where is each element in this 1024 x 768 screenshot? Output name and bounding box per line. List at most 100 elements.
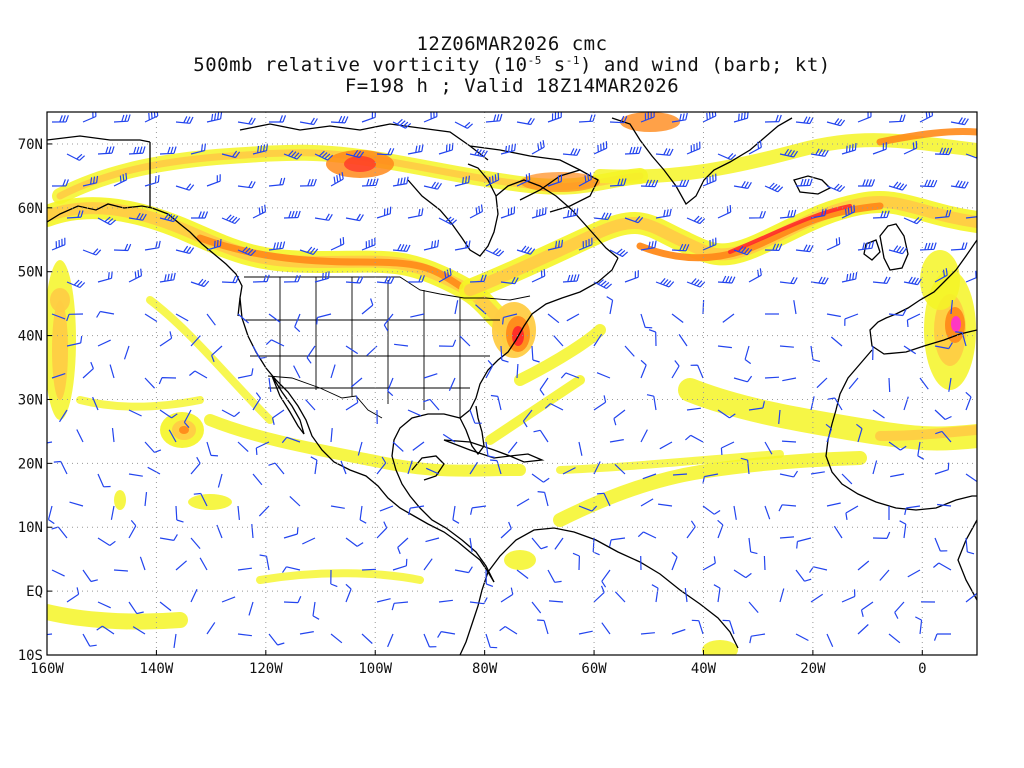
vorticity-band [553, 451, 867, 527]
title-field-mid: s [541, 54, 566, 76]
wind-barb [779, 470, 799, 478]
wind-barb [299, 631, 314, 635]
wind-barb [423, 373, 438, 379]
wind-barb [833, 525, 843, 539]
wind-barb [330, 428, 333, 443]
wind-barb [717, 409, 736, 419]
wind-barb [748, 268, 762, 283]
wind-barb [268, 241, 286, 251]
wind-barb [672, 473, 688, 476]
wind-barb [485, 172, 500, 187]
wind-barb [175, 505, 184, 523]
wind-barb [66, 587, 80, 603]
wind-barb [651, 584, 659, 603]
wind-barb [578, 630, 593, 635]
wind-barb [258, 505, 270, 517]
title-run-line: 12Z06MAR2026 cmc [416, 33, 608, 55]
wind-barb [159, 601, 172, 612]
wind-barb [826, 118, 846, 127]
wind-barb [965, 391, 972, 411]
wind-barb [469, 409, 482, 424]
wind-barb [544, 403, 564, 411]
wind-barb [252, 392, 262, 411]
wind-barb [533, 429, 549, 443]
wind-barb [748, 140, 762, 155]
wind-barb [764, 182, 784, 193]
wind-barb [531, 473, 550, 483]
coast-europe [869, 239, 977, 355]
wind-barb [268, 377, 272, 392]
wind-barb [857, 241, 875, 251]
wind-barb [190, 456, 201, 475]
wind-barb [593, 395, 607, 411]
wind-barb [500, 587, 514, 603]
wind-barb [96, 625, 115, 635]
wind-barb [547, 569, 562, 583]
wind-barb [97, 601, 111, 609]
wind-barb [423, 181, 443, 190]
wind-barb [485, 441, 495, 458]
wind-barb [562, 148, 581, 156]
wind-barb [299, 117, 318, 126]
wind-barb [206, 622, 216, 635]
wind-barb [128, 146, 146, 155]
title-field-prefix: 500mb relative vorticity (10 [193, 54, 528, 76]
wind-barb [500, 206, 516, 219]
title-field-suffix: ) and wind (barb; kt) [579, 54, 831, 76]
wind-barb [387, 633, 394, 648]
wind-barb [175, 245, 195, 254]
wind-barb [903, 345, 917, 355]
wind-barb [562, 274, 580, 283]
wind-barb [305, 399, 316, 411]
wind-barb [485, 569, 494, 587]
wind-barb [640, 359, 647, 379]
vorticity-band [485, 375, 585, 445]
wind-barb [82, 361, 94, 379]
wind-barb [237, 633, 252, 637]
wind-barb [96, 310, 115, 318]
wind-barb [237, 368, 254, 379]
wind-barb [830, 336, 843, 347]
wind-barb [934, 147, 953, 156]
y-tick-label: 10N [18, 520, 43, 536]
wind-barb [221, 596, 236, 603]
map-title: 12Z06MAR2026 cmc 500mb relative vorticit… [0, 34, 1024, 97]
wind-barb [593, 333, 603, 347]
wind-barb [66, 210, 84, 219]
wind-barb [749, 633, 766, 644]
wind-barb [82, 248, 102, 256]
vorticity-patch [114, 490, 126, 510]
wind-barb [795, 569, 812, 582]
wind-barb [252, 204, 267, 219]
vorticity-band [636, 202, 884, 262]
wind-barb [423, 398, 440, 411]
wind-barb [387, 377, 394, 397]
wind-barb [841, 589, 856, 603]
wind-barb [613, 409, 626, 426]
wind-barb [190, 537, 201, 549]
wind-barb [601, 622, 611, 635]
wind-barb [795, 116, 814, 125]
wind-barb [159, 272, 176, 283]
wind-barb [903, 276, 922, 286]
wind-barb [845, 505, 859, 520]
wind-barb [97, 146, 115, 155]
wind-barb [779, 276, 798, 285]
wind-barb [376, 147, 395, 156]
wind-barb [376, 598, 391, 603]
wind-barb [109, 364, 115, 379]
wind-barb [255, 441, 270, 455]
wind-barb [919, 242, 937, 251]
wind-barb [268, 462, 285, 475]
wind-barb [593, 212, 612, 221]
wind-barb [917, 441, 925, 460]
wind-barb [935, 430, 952, 443]
wind-barb [469, 537, 473, 552]
y-tick-label: EQ [26, 584, 43, 600]
wind-barb [281, 436, 301, 444]
wind-barb [888, 114, 906, 123]
wind-barb [809, 566, 828, 573]
x-tick-label: 160W [30, 661, 64, 677]
wind-barb [671, 628, 686, 635]
wind-barb [872, 210, 890, 219]
